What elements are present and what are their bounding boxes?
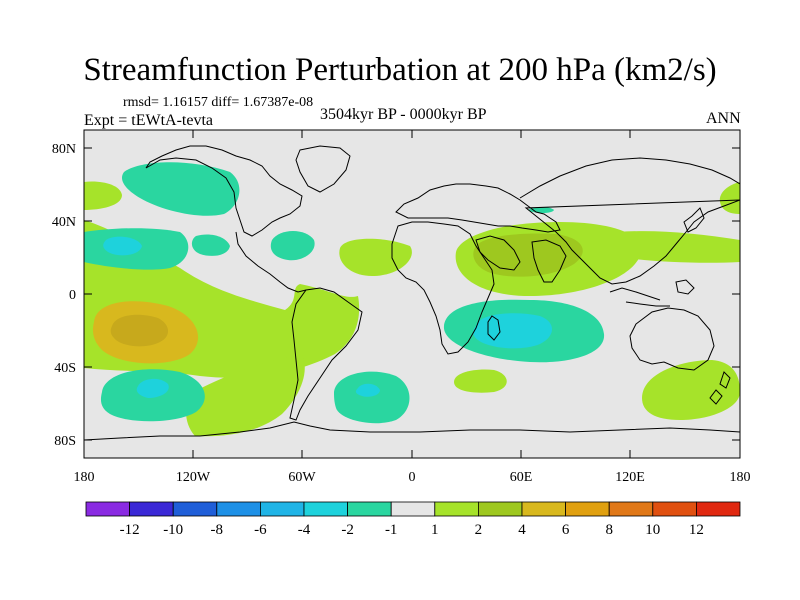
coast-africa	[391, 221, 495, 355]
colorbar-label: -8	[211, 522, 224, 538]
colorbar-swatch	[477, 501, 523, 517]
colorbar-label: -2	[341, 522, 354, 538]
contour-sw-pacific-pos	[642, 360, 740, 420]
colorbar-swatch	[129, 501, 174, 517]
colorbar-label: 1	[431, 522, 439, 538]
colorbar-swatch	[85, 501, 130, 517]
colorbar-label: -12	[120, 522, 140, 538]
colorbar-label: 6	[562, 522, 570, 538]
colorbar-swatch	[347, 501, 392, 517]
y-tick-label: 80S	[54, 434, 76, 449]
contour-fields	[84, 162, 740, 437]
season-label: ANN	[706, 110, 741, 127]
x-tick-marks	[83, 130, 741, 458]
colorbar-swatch	[652, 501, 697, 517]
y-tick-label: 0	[69, 288, 76, 303]
x-tick-label: 120E	[615, 470, 645, 485]
contour-south-atlantic-neg	[334, 371, 410, 424]
colorbar-label: 4	[518, 522, 526, 538]
period-label: 3504kyr BP - 0000kyr BP	[320, 106, 487, 123]
y-tick-marks	[84, 147, 740, 441]
coastlines	[84, 145, 740, 441]
contour-south-indian-small-pos	[454, 369, 507, 393]
colorbar-label: 2	[475, 522, 483, 538]
colorbar-label: -6	[254, 522, 267, 538]
coast-australia	[629, 307, 715, 371]
colorbar-swatch	[172, 501, 218, 517]
colorbar-label: -10	[163, 522, 183, 538]
x-tick-label: 120W	[176, 470, 211, 485]
colorbar-label: 8	[605, 522, 613, 538]
contour-ne-pacific-neg2	[103, 236, 142, 256]
coast-greenland	[295, 145, 351, 193]
coast-south-america	[289, 287, 363, 421]
x-tick-label: 60E	[510, 470, 533, 485]
coast-se-asia-islands	[609, 279, 695, 307]
colorbar-label: -4	[298, 522, 311, 538]
colorbar-swatch	[521, 501, 566, 517]
coast-madagascar	[487, 315, 501, 341]
experiment-label: Expt = tEWtA-tevta	[84, 112, 213, 129]
contour-south-indian-neg2	[473, 313, 552, 349]
contour-south-pacific-neg2	[136, 378, 169, 398]
contour-dateline-north-pos	[84, 181, 122, 210]
contour-south-atlantic-neg2	[355, 383, 380, 397]
coast-arabia	[475, 235, 521, 271]
coast-antarctica	[84, 421, 740, 441]
colorbar-swatch	[216, 501, 261, 517]
x-tick-label: 180	[74, 470, 95, 485]
coast-japan	[683, 207, 705, 233]
colorbar-swatch	[434, 501, 479, 517]
colorbar-labels: -12 -10 -8 -6 -4 -2 -1 1 2 4 6 8 10 12	[120, 522, 704, 538]
rmsd-diff-stats: rmsd= 1.16157 diff= 1.67387e-08	[123, 95, 314, 110]
y-tick-label: 40S	[54, 361, 76, 376]
coast-india	[531, 239, 567, 283]
y-tick-label: 40N	[52, 215, 76, 230]
colorbar-swatch	[390, 501, 436, 517]
figure-title: Streamfunction Perturbation at 200 hPa (…	[83, 52, 717, 88]
x-tick-label: 60W	[288, 470, 316, 485]
contour-n-america-neg	[191, 234, 230, 256]
coast-north-america	[145, 145, 303, 237]
colorbar-swatch	[608, 501, 654, 517]
colorbar-label: -1	[385, 522, 398, 538]
colorbar-swatch	[565, 501, 610, 517]
x-tick-label: 180	[730, 470, 751, 485]
y-tick-label: 80N	[52, 142, 76, 157]
colorbar-label: 12	[689, 522, 704, 538]
colorbar-label: 10	[645, 522, 660, 538]
coast-asia	[519, 157, 740, 285]
contour-n-atlantic-neg	[270, 231, 315, 261]
contour-north-atlantic-pos	[339, 238, 412, 276]
coast-new-zealand	[709, 371, 731, 405]
coast-europe	[395, 183, 561, 233]
colorbar-swatch	[696, 501, 741, 517]
colorbar	[85, 501, 741, 517]
coast-central-america	[235, 231, 307, 293]
colorbar-swatch	[259, 501, 305, 517]
contour-s-america-pos	[185, 354, 305, 437]
contour-se-pacific-core	[110, 314, 169, 347]
colorbar-swatch	[303, 501, 348, 517]
contour-alaska-neg	[121, 162, 240, 216]
x-tick-label: 0	[409, 470, 416, 485]
